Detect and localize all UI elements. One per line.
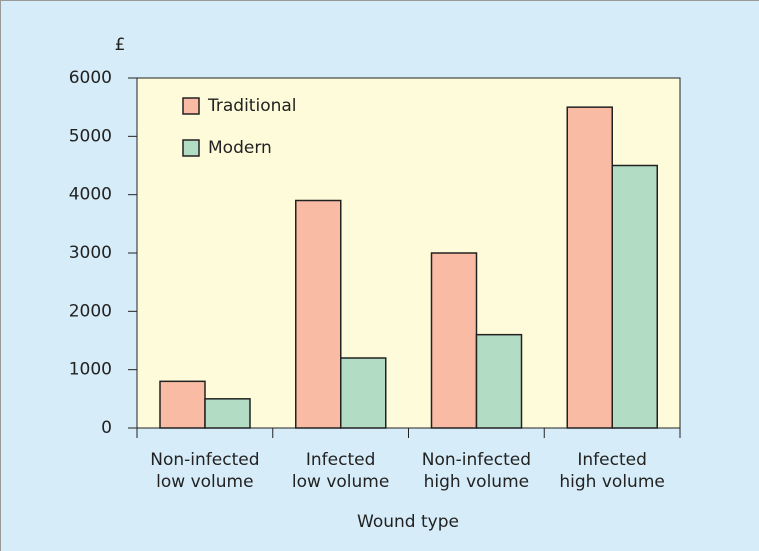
bar (159, 380, 206, 429)
y-tick-label: 5000 (69, 126, 112, 146)
x-tick-label: high volume (424, 472, 529, 492)
y-tick-label: 1000 (69, 360, 112, 380)
bar (204, 398, 251, 429)
x-tick-label: Non-infected (422, 450, 531, 470)
y-tick-label: 3000 (69, 243, 112, 263)
legend-swatch (182, 139, 200, 157)
y-tick-label: 6000 (69, 68, 112, 88)
bar (340, 357, 387, 429)
x-tick-label: low volume (156, 472, 253, 492)
y-tick-label: 0 (101, 418, 112, 438)
x-axis-label: Wound type (357, 512, 459, 532)
x-tick-label: Non-infected (150, 450, 259, 470)
bar (566, 106, 613, 429)
bar (475, 333, 523, 429)
x-tick-label: high volume (559, 472, 664, 492)
x-tick-label: low volume (292, 472, 389, 492)
legend-label: Traditional (207, 96, 297, 116)
y-axis-label: £ (115, 35, 126, 55)
x-tick-label: Infected (577, 450, 647, 470)
bar (611, 164, 658, 429)
legend-swatch (182, 97, 200, 115)
y-tick-label: 4000 (69, 185, 112, 205)
bar (430, 252, 478, 429)
legend-label: Modern (208, 138, 272, 158)
y-tick-label: 2000 (69, 301, 112, 321)
bar (295, 199, 342, 429)
x-tick-label: Infected (306, 450, 376, 470)
